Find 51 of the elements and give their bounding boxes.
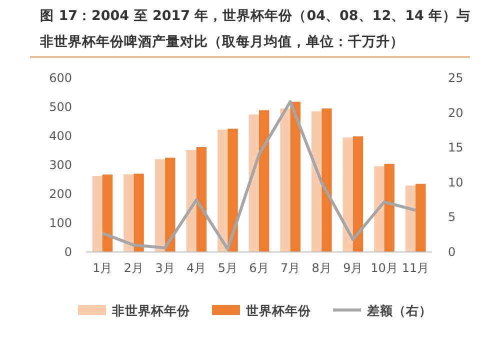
bar bbox=[290, 102, 300, 252]
bar bbox=[311, 111, 322, 252]
x-tick-label: 6月 bbox=[249, 261, 269, 275]
x-tick-label: 1月 bbox=[92, 261, 112, 275]
y-tick-label: 100 bbox=[49, 216, 72, 230]
bar bbox=[228, 128, 238, 252]
y2-tick-label: 15 bbox=[448, 140, 464, 155]
bar bbox=[322, 108, 332, 252]
legend-label: 非世界杯年份 bbox=[111, 303, 191, 318]
bar bbox=[196, 147, 207, 252]
y2-tick-label: 5 bbox=[448, 210, 456, 224]
x-tick-label: 10月 bbox=[370, 261, 398, 275]
line-series bbox=[100, 100, 418, 251]
bar bbox=[218, 130, 228, 252]
bar bbox=[134, 174, 144, 252]
y-tick-label: 200 bbox=[49, 187, 72, 201]
x-tick-label: 9月 bbox=[343, 261, 363, 275]
x-tick-label: 8月 bbox=[312, 261, 332, 275]
bar bbox=[280, 108, 290, 252]
bar bbox=[124, 174, 134, 252]
bar bbox=[416, 184, 426, 252]
y-tick-label: 0 bbox=[64, 245, 72, 259]
bar bbox=[259, 110, 270, 252]
x-tick-label: 11月 bbox=[402, 261, 430, 275]
legend-label: 差额（右） bbox=[366, 303, 432, 318]
y-tick-label: 400 bbox=[49, 129, 72, 143]
y-tick-label: 600 bbox=[49, 71, 72, 85]
y2-tick-label: 20 bbox=[448, 106, 464, 120]
x-tick-label: 4月 bbox=[186, 261, 206, 275]
x-tick-label: 3月 bbox=[155, 261, 175, 275]
y2-tick-label: 25 bbox=[448, 71, 464, 85]
bar bbox=[248, 114, 259, 252]
x-tick-label: 7月 bbox=[280, 261, 300, 275]
y-tick-label: 300 bbox=[49, 158, 72, 172]
bar bbox=[384, 164, 394, 252]
legend-label: 世界杯年份 bbox=[245, 303, 312, 318]
chart-title: 图 17：2004 至 2017 年，世界杯年份（04、08、12、14 年）与非世界杯年份啤酒产量对比（取每月均值，单位：千万升） bbox=[39, 8, 471, 50]
y-tick-label: 500 bbox=[49, 100, 72, 114]
bar bbox=[154, 159, 166, 252]
x-tick-label: 2月 bbox=[124, 261, 144, 275]
y2-tick-label: 10 bbox=[448, 175, 464, 190]
y2-tick-label: 0 bbox=[448, 245, 456, 259]
bar bbox=[405, 186, 416, 252]
bar bbox=[352, 136, 364, 252]
bar bbox=[102, 174, 113, 252]
bar bbox=[92, 176, 102, 252]
bar bbox=[374, 166, 384, 252]
bar bbox=[165, 158, 176, 252]
bar bbox=[186, 150, 196, 252]
bar bbox=[342, 137, 353, 252]
x-tick-label: 5月 bbox=[218, 261, 238, 275]
